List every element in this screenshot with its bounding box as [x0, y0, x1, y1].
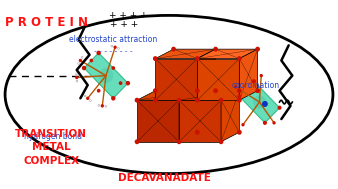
Circle shape: [84, 95, 86, 97]
Circle shape: [101, 104, 104, 108]
Circle shape: [79, 59, 82, 62]
Circle shape: [260, 74, 263, 77]
Text: P R O T E I N: P R O T E I N: [5, 16, 89, 29]
Circle shape: [237, 94, 241, 98]
Circle shape: [75, 76, 78, 79]
Circle shape: [213, 47, 218, 52]
Circle shape: [97, 89, 100, 93]
Circle shape: [105, 105, 107, 107]
Circle shape: [81, 56, 83, 58]
Polygon shape: [197, 49, 258, 59]
Circle shape: [99, 68, 113, 83]
Polygon shape: [155, 59, 197, 100]
Circle shape: [234, 85, 237, 89]
Circle shape: [90, 100, 91, 101]
Circle shape: [219, 98, 223, 103]
Circle shape: [78, 63, 79, 65]
Circle shape: [255, 88, 260, 93]
Polygon shape: [239, 49, 258, 100]
Circle shape: [114, 46, 117, 49]
Circle shape: [253, 95, 266, 109]
Circle shape: [82, 66, 86, 70]
Circle shape: [195, 130, 200, 135]
Text: - - - - - - - -: - - - - - - - -: [94, 46, 132, 56]
Circle shape: [76, 73, 77, 75]
Polygon shape: [179, 91, 239, 100]
Text: TRANSITION
METAL
COMPLEX: TRANSITION METAL COMPLEX: [15, 129, 87, 166]
Circle shape: [98, 105, 100, 106]
Circle shape: [255, 47, 260, 52]
Circle shape: [90, 59, 93, 62]
Circle shape: [252, 79, 256, 83]
Circle shape: [171, 47, 176, 52]
Text: DECAVANADATE: DECAVANADATE: [118, 173, 211, 183]
Circle shape: [237, 98, 242, 103]
Circle shape: [126, 81, 130, 85]
Polygon shape: [197, 49, 216, 100]
Circle shape: [86, 97, 89, 100]
Circle shape: [277, 106, 282, 110]
Text: + + +: + + +: [110, 20, 138, 29]
Polygon shape: [155, 49, 216, 59]
Circle shape: [177, 98, 182, 103]
Circle shape: [135, 139, 139, 144]
Circle shape: [153, 98, 158, 103]
Polygon shape: [221, 91, 239, 142]
Circle shape: [195, 98, 200, 103]
Circle shape: [195, 88, 200, 93]
Circle shape: [119, 81, 122, 85]
Polygon shape: [239, 81, 280, 123]
Text: electrostatic attraction: electrostatic attraction: [69, 35, 158, 44]
Circle shape: [237, 88, 242, 93]
Circle shape: [219, 139, 223, 144]
Circle shape: [262, 101, 268, 107]
Circle shape: [96, 51, 101, 55]
Circle shape: [263, 121, 267, 125]
Circle shape: [213, 88, 218, 93]
Circle shape: [272, 121, 276, 125]
Text: + + + +: + + + +: [108, 11, 147, 20]
Polygon shape: [197, 59, 239, 100]
Circle shape: [118, 47, 119, 49]
Polygon shape: [84, 53, 128, 98]
Circle shape: [241, 123, 245, 126]
Circle shape: [177, 139, 182, 144]
Polygon shape: [179, 91, 197, 142]
Polygon shape: [179, 100, 221, 142]
Polygon shape: [137, 100, 179, 142]
Circle shape: [111, 96, 116, 101]
Circle shape: [112, 66, 115, 70]
Circle shape: [111, 45, 113, 47]
Circle shape: [237, 56, 242, 61]
Circle shape: [153, 56, 158, 61]
Text: coordination: coordination: [232, 81, 280, 90]
Circle shape: [135, 98, 139, 103]
Circle shape: [76, 80, 78, 82]
Circle shape: [195, 56, 200, 61]
Text: hydrogen bond: hydrogen bond: [24, 132, 82, 141]
Circle shape: [153, 88, 158, 93]
Polygon shape: [137, 91, 197, 100]
Circle shape: [237, 130, 242, 135]
